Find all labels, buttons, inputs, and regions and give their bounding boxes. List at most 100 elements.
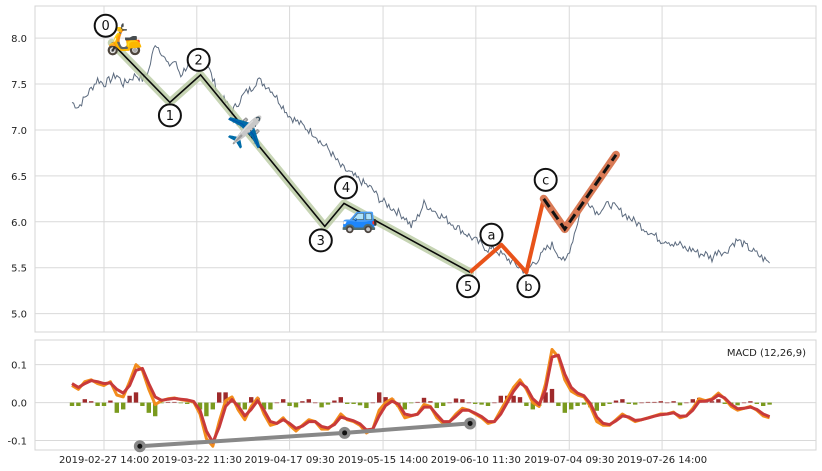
- macd-histogram-bar: [325, 402, 331, 405]
- macd-histogram-bar: [313, 402, 318, 404]
- x-tick-label: 2019-02-27 14:00: [59, 455, 149, 466]
- macd-histogram-bar: [581, 402, 587, 405]
- x-tick-label: 2019-04-17 09:30: [245, 455, 335, 466]
- macd-histogram-bar: [281, 399, 286, 403]
- price-y-tick-label: 7.0: [11, 126, 27, 137]
- macd-histogram-bar: [357, 402, 363, 406]
- divergence-line: [133, 417, 477, 453]
- macd-histogram-bar: [172, 401, 177, 403]
- macd-histogram-bar: [319, 402, 324, 408]
- divergence-marker-dot: [137, 443, 143, 449]
- macd-panel: -0.1 0.0 0.1 MACD (12,26,9): [7, 339, 817, 453]
- impulse-label-1: 1: [166, 109, 174, 124]
- macd-histogram-bar: [684, 402, 689, 404]
- macd-histogram-bar: [658, 401, 663, 403]
- macd-histogram-bar: [562, 402, 567, 413]
- x-tick-label: 2019-05-15 14:00: [338, 455, 428, 466]
- macd-histogram-bar: [287, 402, 292, 406]
- macd-histogram-bar: [511, 395, 516, 403]
- macd-histogram-bar: [748, 401, 753, 403]
- macd-histogram-bar: [466, 402, 471, 404]
- macd-y-axis: -0.1 0.0 0.1: [7, 361, 27, 448]
- impulse-label-2-circle: [186, 47, 211, 72]
- macd-histogram-bar: [146, 402, 151, 413]
- correction-label-c-circle: [533, 167, 558, 192]
- macd-histogram-bar: [153, 402, 158, 417]
- macd-histogram-bar: [370, 402, 375, 404]
- macd-histogram-bar: [556, 402, 561, 406]
- macd-histogram-bar: [242, 402, 247, 410]
- macd-histogram-bar: [671, 401, 676, 403]
- impulse-label-0-circle: [93, 13, 118, 38]
- correction-label-c: c: [542, 173, 549, 188]
- price-y-tick-label: 7.5: [11, 80, 27, 91]
- macd-histogram-bar: [524, 402, 529, 406]
- macd-histogram-bar: [434, 402, 439, 409]
- macd-histogram-bar: [140, 402, 145, 406]
- price-y-tick-label: 6.5: [11, 172, 27, 183]
- macd-histogram-bar: [485, 402, 491, 406]
- price-y-tick-label: 5.5: [11, 264, 27, 275]
- macd-histogram-bar: [652, 401, 657, 403]
- macd-histogram-bar: [767, 402, 772, 405]
- macd-histogram-bar: [569, 402, 574, 410]
- macd-histogram-bar: [217, 392, 222, 403]
- macd-histogram-bar: [473, 402, 478, 404]
- macd-histogram-bar: [223, 392, 228, 403]
- x-tick-label: 2019-07-04 09:30: [524, 455, 614, 466]
- impulse-label-1-circle: [157, 103, 182, 128]
- macd-histogram-bar: [639, 402, 644, 404]
- macd-histogram-bar: [594, 402, 599, 411]
- macd-histogram-bar: [165, 401, 171, 403]
- macd-histogram-bar: [735, 402, 740, 406]
- macd-histogram-bar: [178, 402, 183, 404]
- macd-histogram-bar: [114, 402, 119, 413]
- macd-histogram-bar: [127, 395, 132, 403]
- macd-histogram-bar: [492, 402, 497, 404]
- macd-histogram-bar: [709, 401, 715, 403]
- macd-histogram-bar: [620, 399, 625, 403]
- macd-histogram-bar: [101, 402, 107, 406]
- macd-histogram-bar: [338, 397, 343, 403]
- macd-histogram-bar: [95, 402, 100, 406]
- macd-histogram-bar: [121, 402, 126, 410]
- macd-histogram-bar: [428, 401, 433, 403]
- macd-histogram-bar: [575, 402, 580, 406]
- macd-histogram-bar: [89, 401, 94, 403]
- macd-histogram-bar: [332, 400, 337, 403]
- macd-histogram-bar: [76, 402, 81, 406]
- macd-title: MACD (12,26,9): [727, 348, 806, 359]
- macd-histogram-bar: [479, 402, 484, 405]
- macd-lines: [71, 348, 771, 448]
- impulse-label-4: 4: [342, 181, 350, 196]
- macd-histogram-bar: [82, 399, 87, 403]
- macd-histogram-bar: [626, 402, 631, 404]
- macd-histogram-bar: [108, 400, 113, 403]
- impulse-wave: [107, 38, 475, 277]
- macd-histogram-bar: [345, 402, 350, 404]
- price-y-tick-label: 6.0: [11, 218, 27, 229]
- impulse-label-5-circle: [456, 274, 481, 299]
- macd-histogram-bar: [447, 402, 452, 404]
- macd-histogram-bar: [268, 402, 273, 410]
- x-tick-label: 2019-07-26 14:00: [617, 455, 707, 466]
- macd-histogram-bar: [300, 401, 305, 403]
- signal-line: [71, 353, 771, 444]
- macd-histogram-bar: [210, 402, 215, 410]
- impulse-label-5: 5: [464, 280, 472, 295]
- macd-panel-frame: [34, 339, 817, 451]
- price-gridlines: [35, 6, 816, 332]
- impulse-label-0: 0: [102, 19, 110, 34]
- macd-histogram-bar: [690, 399, 695, 403]
- divergence-marker-dot: [342, 430, 348, 436]
- macd-histogram-bar: [549, 388, 555, 403]
- impulse-label-4-circle: [334, 175, 358, 200]
- correction-label-a: a: [487, 228, 495, 243]
- macd-histogram-bar: [665, 402, 670, 404]
- correction-wave: [468, 198, 546, 275]
- macd-y-tick-label: -0.1: [7, 437, 27, 448]
- macd-histogram-bar: [249, 397, 254, 403]
- airplane-icon: ✈️: [226, 114, 263, 151]
